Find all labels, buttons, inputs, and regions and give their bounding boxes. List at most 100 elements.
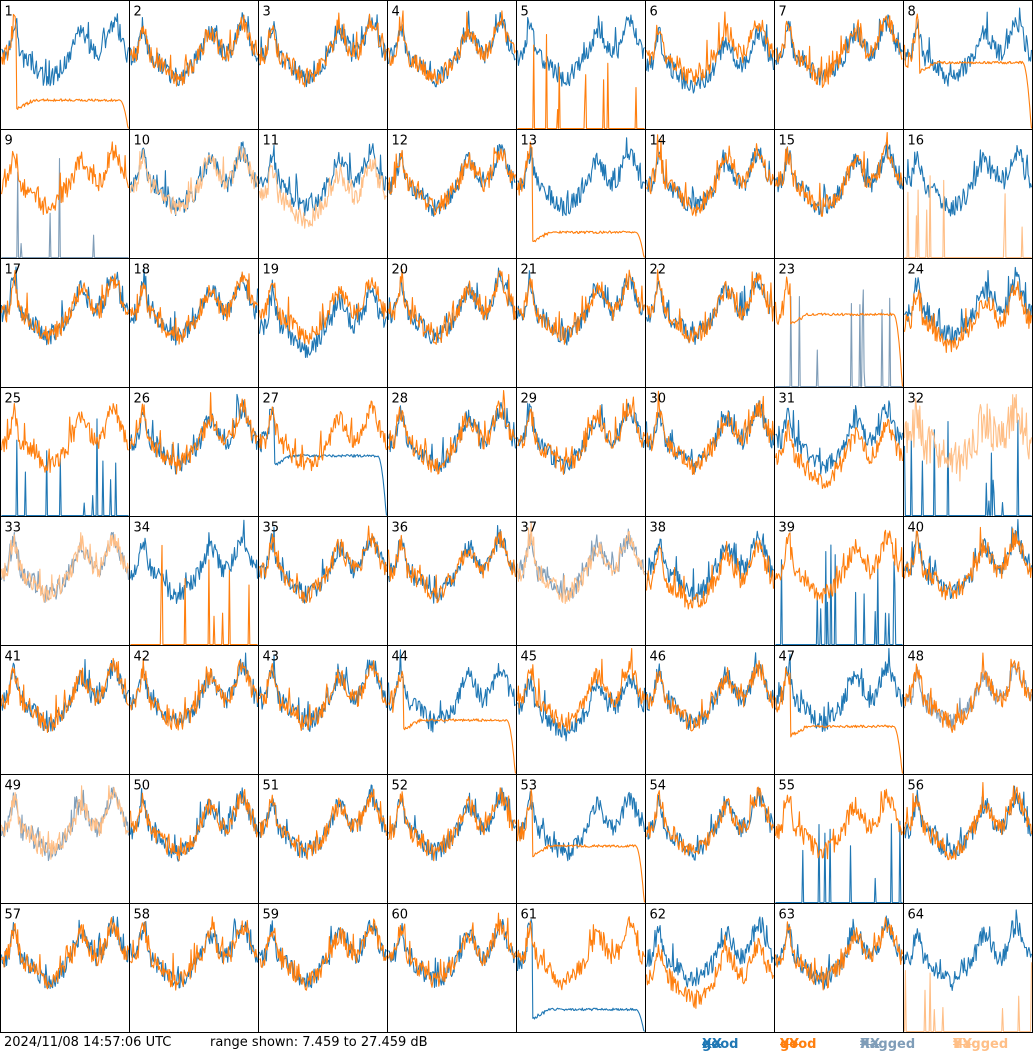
series-yy-flagged (258, 157, 387, 229)
panel-22: 22 (645, 258, 775, 388)
series-xx-good (0, 659, 130, 733)
series-xx-good (1, 418, 129, 517)
series-yy-good (517, 33, 645, 130)
panel-label: 43 (263, 650, 280, 665)
panel-label: 38 (650, 521, 667, 536)
panel-26: 26 (129, 387, 259, 517)
panel-33: 33 (0, 516, 130, 646)
panel-label: 4 (392, 5, 400, 20)
series-xx-good (775, 544, 903, 646)
panel-label: 10 (134, 134, 151, 149)
panel-54: 54 (645, 774, 775, 904)
series-xx-good (516, 14, 645, 87)
series-xx-good (774, 647, 904, 733)
series-yy-good (774, 131, 904, 217)
panel-label: 20 (392, 263, 409, 278)
panel-57: 57 (0, 903, 130, 1033)
series-yy-good (646, 269, 775, 344)
series-yy-good (516, 647, 646, 732)
panel-38: 38 (645, 516, 775, 646)
panel-60: 60 (387, 903, 517, 1033)
series-xx-good (387, 10, 516, 88)
panel-15: 15 (774, 129, 904, 259)
panel-label: 45 (521, 650, 538, 665)
series-yy-good (129, 14, 259, 87)
series-yy-good (516, 141, 646, 258)
panel-label: 63 (779, 908, 796, 923)
panel-label: 39 (779, 521, 796, 536)
panel-label: 1 (5, 5, 13, 20)
panel-label: 22 (650, 263, 667, 278)
series-xx-good (645, 916, 775, 988)
panel-label: 54 (650, 779, 667, 794)
panel-label: 24 (908, 263, 925, 278)
series-yy-good (258, 525, 388, 604)
series-xx-good (517, 674, 646, 742)
panel-label: 48 (908, 650, 925, 665)
series-yy-good (130, 916, 258, 991)
panel-63: 63 (774, 903, 904, 1033)
series-yy-good (258, 400, 388, 472)
panel-50: 50 (129, 774, 259, 904)
series-yy-good (774, 788, 904, 860)
series-yy-flagged (0, 785, 129, 860)
panel-61: 61 (516, 903, 646, 1033)
series-xx-flagged (516, 528, 646, 600)
panel-label: 9 (5, 134, 13, 149)
series-xx-good (904, 7, 1033, 87)
series-xx-good (258, 784, 388, 859)
legend-good-xx-code: XX (702, 1037, 723, 1052)
series-yy-good (903, 281, 1033, 353)
series-yy-good (387, 912, 517, 988)
series-yy-good (645, 934, 775, 1009)
panel-6: 6 (645, 0, 775, 130)
series-xx-good (258, 143, 388, 217)
series-xx-good (258, 279, 388, 358)
panel-28: 28 (387, 387, 517, 517)
series-yy-good (259, 918, 388, 991)
series-yy-good (0, 917, 130, 990)
panel-14: 14 (645, 129, 775, 259)
panel-27: 27 (258, 387, 388, 517)
legend-flagged-yy-code: YY (953, 1037, 972, 1052)
panel-label: 6 (650, 5, 658, 20)
panel-frame (387, 645, 517, 775)
series-yy-good (516, 269, 646, 345)
series-yy-good (0, 141, 130, 216)
panel-42: 42 (129, 645, 259, 775)
panel-3: 3 (258, 0, 388, 130)
series-yy-good (903, 652, 1033, 733)
series-xx-good (129, 519, 259, 604)
panel-frame (0, 129, 130, 259)
series-yy-good (129, 788, 259, 862)
panel-58: 58 (129, 903, 259, 1033)
panel-62: 62 (645, 903, 775, 1033)
panel-17: 17 (0, 258, 130, 388)
panel-45: 45 (516, 645, 646, 775)
panel-label: 2 (134, 5, 142, 20)
panel-55: 55 (774, 774, 904, 904)
series-xx-flagged (775, 289, 903, 388)
panel-36: 36 (387, 516, 517, 646)
series-yy-good (903, 782, 1033, 861)
panel-5: 5 (516, 0, 646, 130)
panel-label: 18 (134, 263, 151, 278)
panel-label: 42 (134, 650, 151, 665)
range-text: range shown: 7.459 to 27.459 dB (210, 1035, 428, 1050)
series-yy-good (0, 403, 129, 473)
panel-label: 8 (908, 5, 916, 20)
panel-40: 40 (903, 516, 1033, 646)
panel-48: 48 (903, 645, 1033, 775)
series-yy-good (387, 389, 516, 475)
panel-59: 59 (258, 903, 388, 1033)
panel-frame (387, 903, 517, 1033)
panel-29: 29 (516, 387, 646, 517)
panel-46: 46 (645, 645, 775, 775)
panel-label: 37 (521, 521, 538, 536)
panel-31: 31 (774, 387, 904, 517)
panel-frame (903, 0, 1033, 130)
panel-32: 32 (903, 387, 1033, 517)
panel-frame (774, 645, 904, 775)
series-yy-good (775, 15, 903, 88)
series-xx-good (387, 649, 516, 733)
